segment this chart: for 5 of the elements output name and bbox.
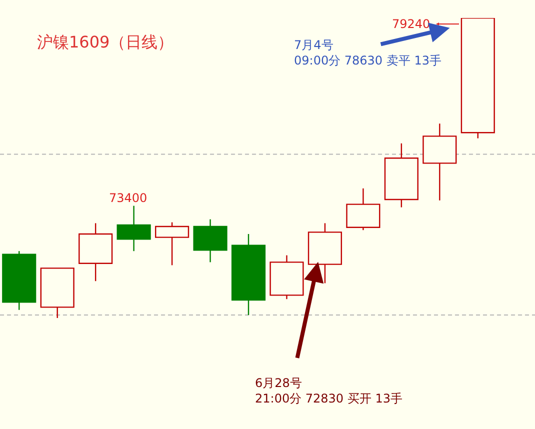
text: 沪镍1609（日线） — [37, 32, 174, 52]
annotation: 7月4号 09:00分 78630 卖平 13手 — [294, 38, 442, 68]
text: 6月28号 21:00分 72830 买开 13手 — [255, 376, 402, 406]
annotation: 73400 — [109, 191, 148, 205]
annotation: 79240 — [392, 17, 430, 31]
